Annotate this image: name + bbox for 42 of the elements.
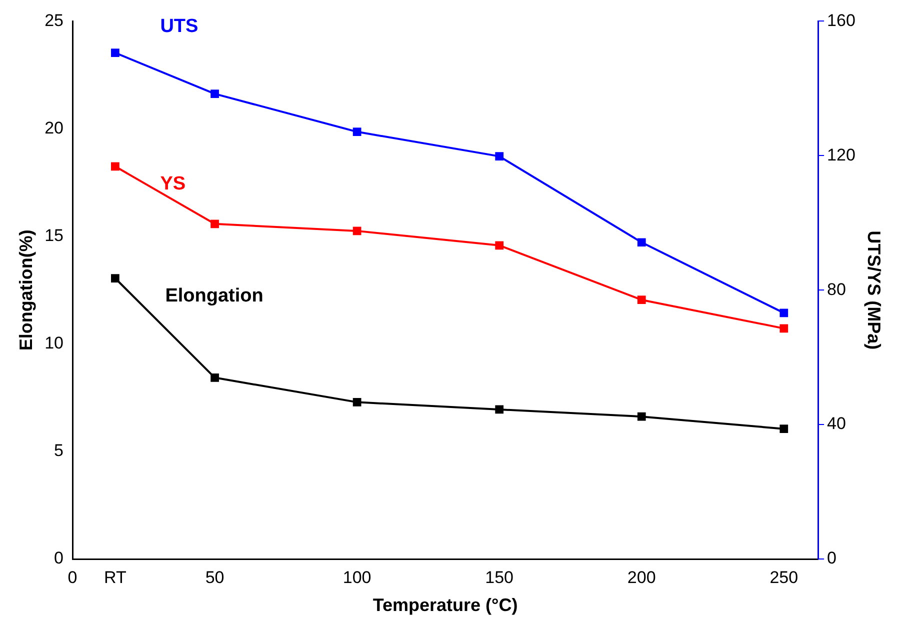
y-tick-label: 15: [44, 226, 64, 246]
series-label: UTS: [160, 16, 198, 38]
point: [111, 162, 120, 171]
y-tick-label: 20: [44, 118, 64, 138]
y2-axis-title: UTS/YS (MPa): [864, 230, 884, 350]
point: [780, 424, 788, 434]
point: [495, 152, 504, 161]
point: [210, 90, 219, 98]
x-tick-label: 50: [205, 568, 224, 587]
y2-tick-label: 40: [827, 414, 846, 434]
y-tick-label: 5: [54, 441, 64, 460]
y-tick-label: 10: [44, 334, 64, 353]
point: [495, 405, 504, 414]
point: [210, 220, 219, 228]
x-axis-title: Temperature (°C): [372, 595, 518, 616]
series-label: Elongation: [165, 286, 264, 307]
point: [637, 296, 646, 304]
x-tick-label: RT: [104, 568, 126, 587]
y-tick-label: 25: [44, 10, 64, 30]
point: [780, 324, 788, 333]
point: [352, 128, 362, 136]
y2-tick-label: 120: [827, 145, 856, 164]
point: [352, 226, 362, 236]
y-axis-title: Elongation(%): [16, 230, 36, 351]
y-tick-label: 0: [54, 548, 64, 568]
x-tick-label: 150: [485, 568, 514, 587]
y2-tick-label: 160: [827, 10, 856, 30]
x-tick-label: 200: [627, 568, 656, 587]
y2-tick-label: 0: [827, 548, 837, 568]
point: [495, 241, 504, 250]
point: [352, 398, 362, 406]
point: [111, 48, 120, 57]
series-label: YS: [160, 174, 186, 195]
point: [210, 373, 219, 382]
point: [780, 308, 788, 318]
y2-tick-label: 80: [827, 280, 846, 299]
x-tick-label: 100: [342, 568, 372, 587]
point: [111, 274, 120, 282]
point: [637, 238, 646, 247]
point: [637, 412, 646, 421]
x-tick-label: 250: [770, 568, 798, 587]
x-tick-label: 0: [68, 568, 78, 587]
